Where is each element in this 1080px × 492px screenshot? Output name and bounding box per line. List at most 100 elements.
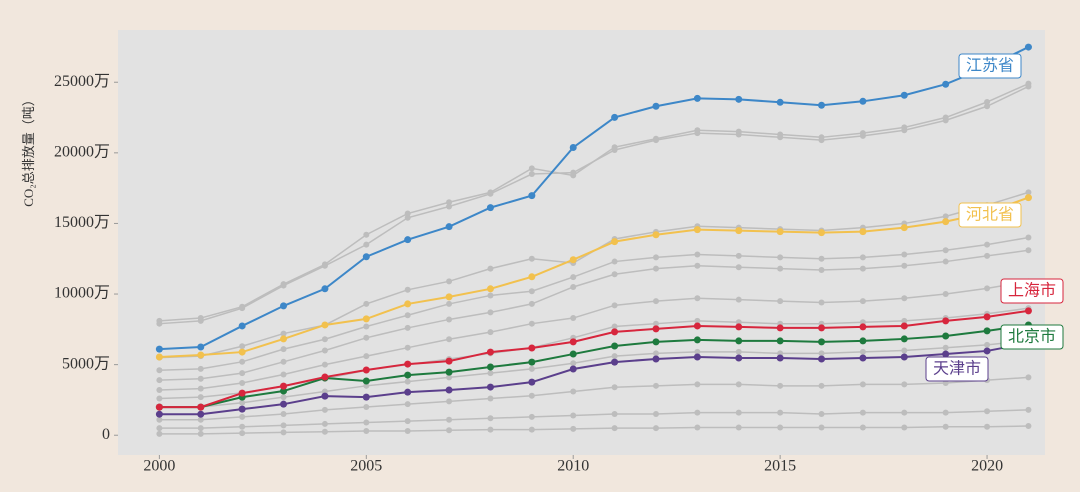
point xyxy=(694,317,701,324)
point xyxy=(362,377,370,385)
point xyxy=(239,379,246,386)
line xyxy=(159,339,1029,408)
line xyxy=(159,236,1029,372)
point xyxy=(984,341,991,348)
point xyxy=(363,300,370,307)
point xyxy=(404,427,411,434)
point xyxy=(280,358,287,365)
point xyxy=(446,374,453,381)
series: 江苏省 xyxy=(155,43,1032,353)
point xyxy=(446,300,453,307)
x-tick-label: 2005 xyxy=(350,458,382,475)
point xyxy=(280,371,287,378)
point xyxy=(528,392,535,399)
point xyxy=(900,224,908,232)
point xyxy=(818,324,826,332)
point xyxy=(528,378,536,386)
point xyxy=(611,358,619,366)
point xyxy=(859,254,866,261)
point xyxy=(900,353,908,361)
point xyxy=(901,347,908,354)
point xyxy=(528,365,535,372)
point xyxy=(239,305,246,312)
point xyxy=(942,350,950,358)
point xyxy=(446,398,453,405)
point xyxy=(362,366,370,374)
point xyxy=(569,338,577,346)
point xyxy=(363,403,370,410)
point xyxy=(404,360,412,368)
point xyxy=(570,360,577,367)
point xyxy=(321,336,328,343)
label-box xyxy=(958,53,1022,79)
point xyxy=(693,94,701,102)
point xyxy=(404,300,412,308)
point xyxy=(569,143,577,151)
point xyxy=(238,405,246,413)
point xyxy=(280,335,288,343)
point xyxy=(363,382,370,389)
point xyxy=(404,388,412,396)
point xyxy=(280,387,288,395)
point xyxy=(156,395,163,402)
point xyxy=(735,337,743,345)
point xyxy=(652,350,659,357)
line xyxy=(159,409,1029,429)
point xyxy=(569,256,577,264)
point xyxy=(197,365,204,372)
point xyxy=(942,423,949,430)
point xyxy=(818,255,825,262)
point xyxy=(859,409,866,416)
point xyxy=(901,409,908,416)
point xyxy=(735,227,743,235)
point xyxy=(528,273,536,281)
line xyxy=(159,196,1029,359)
series-label: 北京市 xyxy=(1008,328,1056,346)
point xyxy=(404,312,411,319)
point xyxy=(321,406,328,413)
point xyxy=(363,353,370,360)
point xyxy=(942,247,949,254)
point xyxy=(446,278,453,285)
point xyxy=(362,393,370,401)
point xyxy=(652,338,660,346)
point xyxy=(197,403,205,411)
point xyxy=(1024,194,1032,202)
point xyxy=(446,316,453,323)
point xyxy=(1025,234,1032,241)
point xyxy=(942,117,949,124)
point xyxy=(776,324,784,332)
point xyxy=(487,426,494,433)
series xyxy=(156,374,1032,423)
point xyxy=(239,358,246,365)
point xyxy=(818,101,826,109)
line xyxy=(159,309,1029,409)
point xyxy=(321,347,328,354)
point xyxy=(859,348,866,355)
point xyxy=(363,427,370,434)
point xyxy=(652,254,659,261)
point xyxy=(777,409,784,416)
y-tick-label: 5000万 xyxy=(62,355,110,372)
point xyxy=(404,324,411,331)
y-tick-label: 10000万 xyxy=(54,285,110,302)
label-box xyxy=(925,356,989,382)
point xyxy=(859,132,866,139)
line xyxy=(159,280,1029,391)
point xyxy=(859,337,867,345)
y-axis-title: CO₂总排放量（吨） xyxy=(21,93,36,207)
point xyxy=(1025,423,1032,430)
point xyxy=(321,361,328,368)
point xyxy=(859,97,867,105)
point xyxy=(984,103,991,110)
point xyxy=(1024,43,1032,51)
point xyxy=(487,415,494,422)
point xyxy=(280,346,287,353)
point xyxy=(984,285,991,292)
point xyxy=(404,401,411,408)
point xyxy=(487,309,494,316)
point xyxy=(901,127,908,134)
point xyxy=(445,386,453,394)
point xyxy=(528,300,535,307)
point xyxy=(693,353,701,361)
